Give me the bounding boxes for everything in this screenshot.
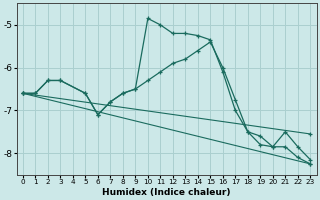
- X-axis label: Humidex (Indice chaleur): Humidex (Indice chaleur): [102, 188, 231, 197]
